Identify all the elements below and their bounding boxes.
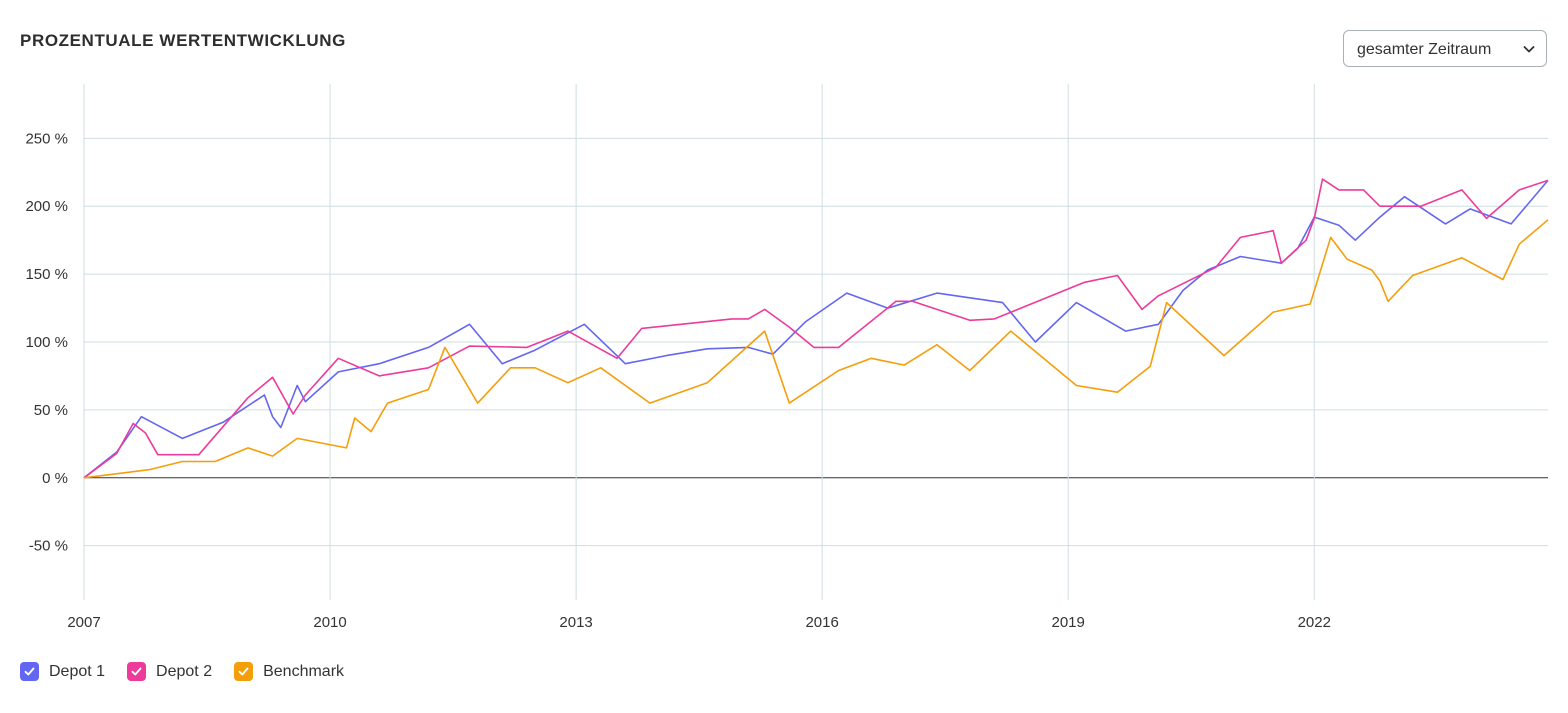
chevron-down-icon (1522, 42, 1536, 61)
x-tick-label: 2016 (805, 614, 838, 631)
series-line-depot-2 (83, 178, 1549, 479)
legend-label: Depot 2 (156, 662, 213, 680)
period-select-value: gesamter Zeitraum (1357, 41, 1492, 58)
x-tick-label: 2013 (559, 614, 592, 631)
chart-legend: Depot 1 Depot 2 Benchmark (20, 662, 366, 681)
legend-item-depot-2[interactable]: Depot 2 (127, 662, 212, 681)
y-tick-label: 150 % (25, 266, 68, 283)
checkbox-checked-icon[interactable] (127, 662, 147, 681)
y-tick-label: -50 % (29, 538, 68, 555)
x-tick-label: 2010 (313, 614, 346, 631)
series-line-benchmark (83, 219, 1549, 479)
y-tick-label: 0 % (42, 470, 68, 487)
legend-label: Benchmark (263, 662, 345, 680)
legend-item-depot-1[interactable]: Depot 1 (20, 662, 105, 681)
series-line-depot-1 (83, 179, 1549, 479)
y-tick-label: 200 % (25, 198, 68, 215)
checkbox-checked-icon[interactable] (20, 662, 39, 681)
legend-label: Depot 1 (49, 662, 106, 680)
legend-item-benchmark[interactable]: Benchmark (234, 662, 344, 681)
x-tick-label: 2019 (1052, 614, 1085, 631)
x-tick-label: 2022 (1298, 614, 1331, 631)
x-tick-label: 2007 (67, 614, 100, 631)
y-tick-label: 100 % (25, 334, 68, 351)
chart-title: PROZENTUALE WERTENTWICKLUNG (20, 31, 346, 50)
y-tick-label: 250 % (25, 130, 68, 147)
period-select[interactable]: gesamter Zeitraum (1343, 30, 1547, 67)
y-tick-label: 50 % (34, 402, 68, 419)
checkbox-checked-icon[interactable] (234, 662, 254, 681)
